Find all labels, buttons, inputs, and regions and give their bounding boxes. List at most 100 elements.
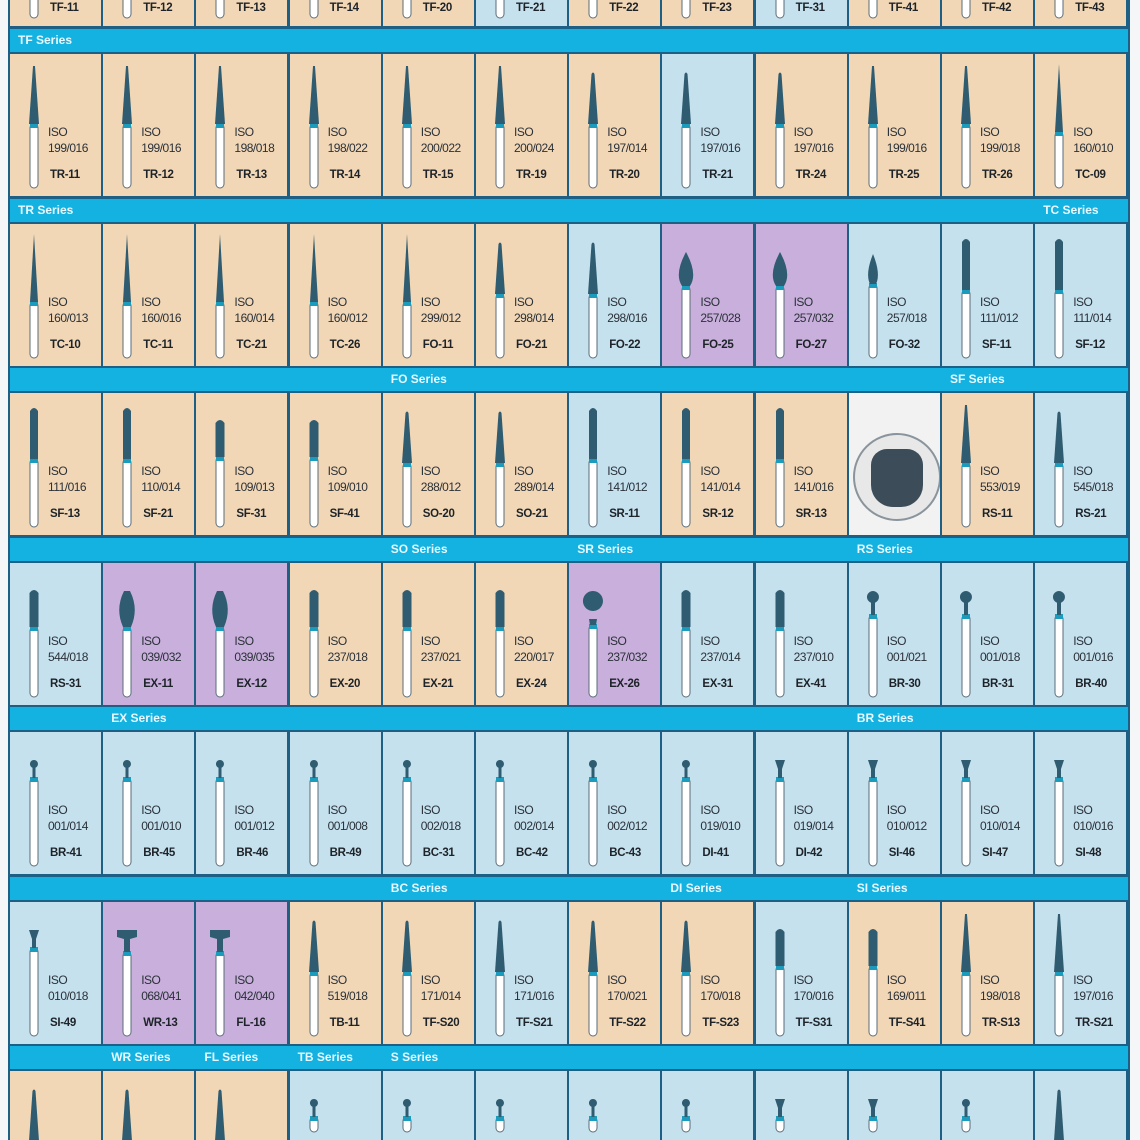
product-cell-si-49: ISO 010/018 SI-49 <box>10 901 101 1044</box>
product-code: RS-11 <box>982 508 1013 520</box>
bur-ball-icon <box>1053 590 1066 697</box>
iso-label: ISO <box>141 803 161 817</box>
iso-value: 160/014 <box>234 310 275 325</box>
iso-value: 001/016 <box>1073 649 1114 664</box>
bur-cylinder-icon <box>681 408 691 528</box>
product-code: BR-31 <box>982 677 1014 690</box>
series-bar: TR Series TC Series <box>10 198 1128 222</box>
iso-label: ISO <box>327 294 348 309</box>
product-cell-tr-15: ISO 200/022 TR-15 <box>382 54 474 196</box>
iso-label: ISO <box>1073 803 1093 817</box>
product-code: WR-13 <box>143 1016 178 1029</box>
iso-number: ISO 237/014 <box>700 633 740 665</box>
iso-number: ISO 237/032 <box>607 633 647 665</box>
iso-number: ISO 199/016 <box>887 124 927 156</box>
iso-number: ISO 160/014 <box>234 294 274 326</box>
iso-value: 199/016 <box>141 141 182 155</box>
series-bar: EX Series BR Series <box>10 707 1128 730</box>
iso-label: ISO <box>793 633 814 648</box>
iso-number: ISO 111/016 <box>48 463 87 495</box>
iso-label: ISO <box>793 803 814 817</box>
product-cell-tr-s13: ISO 198/018 TR-S13 <box>942 901 1033 1044</box>
bur-taper-long-icon <box>122 66 133 189</box>
product-cell-tf-23: TF-23 <box>662 0 754 26</box>
iso-value: 298/014 <box>514 310 554 325</box>
series-label: FL Series <box>204 1050 259 1064</box>
iso-value: 068/041 <box>141 988 182 1003</box>
bur-needle-icon <box>215 233 225 358</box>
product-code: TR-24 <box>795 169 827 181</box>
series-label: TF Series <box>18 33 73 47</box>
bur-cylinder-icon <box>961 0 971 19</box>
bur-taper-long-icon <box>215 66 226 189</box>
grinding-stone-image <box>852 433 940 521</box>
iso-number: ISO 002/012 <box>607 802 647 834</box>
iso-label: ISO <box>980 972 1000 987</box>
product-code: SO-20 <box>422 508 455 520</box>
product-code: FL-16 <box>236 1016 266 1029</box>
product-code: TF-21 <box>516 2 546 14</box>
product-code: TF-S20 <box>422 1016 460 1029</box>
product-cell-tc-10: ISO 160/013 TC-10 <box>10 223 101 366</box>
iso-value: 298/016 <box>607 310 648 325</box>
bur-taper-long-icon <box>495 66 505 189</box>
bur-cylinder-icon <box>588 0 598 19</box>
product-code: TF-20 <box>422 2 452 14</box>
product-code: TR-20 <box>609 169 640 181</box>
bur-cylinder-short-icon <box>309 589 319 697</box>
product-code: TF-S41 <box>888 1016 926 1029</box>
iso-label: ISO <box>48 464 68 478</box>
iso-number: ISO 141/012 <box>607 463 647 495</box>
bur-catalog-sheet: TF-11 TF-12 TF-13 TF-14 TF-20 TF-21 TF-22 TF-23… <box>8 0 1130 1140</box>
iso-number: ISO 171/016 <box>514 972 554 1004</box>
bur-taper-long-icon <box>961 405 971 528</box>
product-code: TB-11 <box>329 1016 360 1029</box>
iso-value: 171/014 <box>420 988 461 1003</box>
product-cell-si-47: ISO 010/014 SI-47 <box>942 732 1033 874</box>
series-label: BR Series <box>856 711 914 725</box>
product-cell-tc-21: ISO 160/014 TC-21 <box>196 223 288 366</box>
iso-number: ISO 170/018 <box>700 972 740 1004</box>
bur-cylinder-icon <box>215 0 225 19</box>
iso-label: ISO <box>886 294 907 309</box>
iso-number: ISO 001/012 <box>234 802 274 834</box>
iso-value: 002/014 <box>514 819 554 833</box>
product-cell-br-46: ISO 001/012 BR-46 <box>196 732 288 874</box>
product-code: EX-12 <box>236 677 267 690</box>
iso-number: ISO 298/014 <box>514 294 554 326</box>
product-code: SI-48 <box>1075 847 1102 859</box>
product-cell-br-31: ISO 001/018 BR-31 <box>942 562 1033 705</box>
bur-taper-icon <box>215 1089 226 1140</box>
product-code: TR-25 <box>888 169 920 181</box>
iso-value: 289/014 <box>514 480 554 494</box>
iso-label: ISO <box>141 294 161 309</box>
product-code: SI-49 <box>50 1016 76 1029</box>
series-bar: BC Series DI Series SI Series <box>10 876 1128 900</box>
bur-barrel-icon <box>212 590 229 697</box>
series-bar: WR Series FL Series TB Series S Series <box>10 1046 1128 1069</box>
bur-inverted-icon <box>774 760 785 867</box>
bur-cylinder-short-icon <box>309 420 319 528</box>
iso-number: ISO 001/016 <box>1073 633 1113 665</box>
iso-number: ISO 010/012 <box>887 802 927 834</box>
iso-number: ISO 237/021 <box>421 633 461 665</box>
product-cell <box>662 1071 754 1140</box>
iso-label: ISO <box>420 972 441 987</box>
series-bar: TF Series <box>10 29 1128 52</box>
iso-number: ISO 001/014 <box>48 802 88 834</box>
product-cell-tf-13: TF-13 <box>196 0 288 26</box>
iso-number: ISO 298/016 <box>607 294 647 326</box>
bur-wheel-icon <box>117 929 138 1036</box>
bur-taper-long-icon <box>308 66 319 189</box>
bur-inverted-icon <box>961 760 971 867</box>
iso-number: ISO 519/018 <box>328 972 368 1004</box>
iso-label: ISO <box>234 464 254 478</box>
bur-ball-small-icon <box>309 1099 319 1133</box>
iso-number: ISO 002/018 <box>421 802 461 834</box>
product-code: SR-12 <box>702 508 734 520</box>
product-code: BC-43 <box>609 847 641 859</box>
product-code: FO-21 <box>516 338 548 351</box>
product-cell-ex-41: ISO 237/010 EX-41 <box>755 562 847 705</box>
iso-value: 237/018 <box>327 649 368 664</box>
bur-cylinder-short-icon <box>775 589 785 697</box>
